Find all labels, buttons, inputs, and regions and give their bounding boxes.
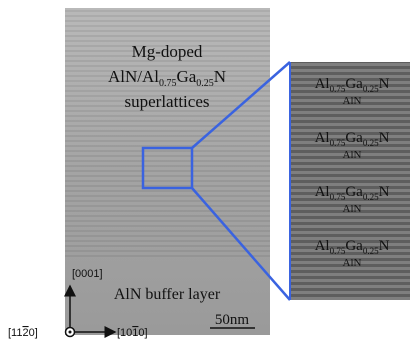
subscript: 0.25 <box>363 246 379 256</box>
axis-horizontal: [1010] <box>117 327 148 339</box>
formula-part: N <box>379 184 390 200</box>
axis-origin-dot <box>69 331 72 334</box>
formula-part: Ga <box>345 184 363 200</box>
label-line1: Mg-doped <box>132 42 203 61</box>
formula-part: Al <box>315 238 330 254</box>
inset-formula: Al0.75Ga0.25N <box>315 238 390 256</box>
subscript: 0.75 <box>330 138 346 148</box>
figure: Mg-doped AlN/Al0.75Ga0.25N superlattices… <box>0 0 412 342</box>
index: [10 <box>117 327 132 339</box>
formula-part: Ga <box>345 76 363 92</box>
index: 0] <box>29 327 38 339</box>
formula-part: N <box>214 67 226 86</box>
formula-part: AlN/Al <box>108 67 159 86</box>
subscript: 0.75 <box>330 246 346 256</box>
subscript: 0.75 <box>330 84 346 94</box>
subscript: 0.25 <box>363 138 379 148</box>
subscript: 0.75 <box>330 192 346 202</box>
buffer-label: AlN buffer layer <box>114 286 221 303</box>
inset-formula: Al0.75Ga0.25N <box>315 184 390 202</box>
formula-part: N <box>379 130 390 146</box>
label-line3: superlattices <box>125 92 210 111</box>
axis-vertical: [0001] <box>72 268 103 280</box>
formula-part: Al <box>315 130 330 146</box>
formula-part: Ga <box>345 238 363 254</box>
formula-part: Ga <box>345 130 363 146</box>
inset-formula: Al0.75Ga0.25N <box>315 130 390 148</box>
axis-origin-label: [1120] <box>8 327 38 339</box>
scale-bar-label: 50nm <box>215 312 250 328</box>
inset-layer: AlN <box>343 257 362 269</box>
formula-part: N <box>379 238 390 254</box>
inset-layer: AlN <box>343 149 362 161</box>
inset-layer: AlN <box>343 203 362 215</box>
formula-part: Al <box>315 184 330 200</box>
subscript: 0.25 <box>363 84 379 94</box>
subscript: 0.25 <box>196 78 214 89</box>
index: 0] <box>138 327 147 339</box>
index: [11 <box>8 327 22 339</box>
inset-formula: Al0.75Ga0.25N <box>315 76 390 94</box>
formula-part: N <box>379 76 390 92</box>
formula-part: Ga <box>176 67 196 86</box>
subscript: 0.75 <box>159 78 177 89</box>
formula-part: Al <box>315 76 330 92</box>
subscript: 0.25 <box>363 192 379 202</box>
inset-layer: AlN <box>343 95 362 107</box>
